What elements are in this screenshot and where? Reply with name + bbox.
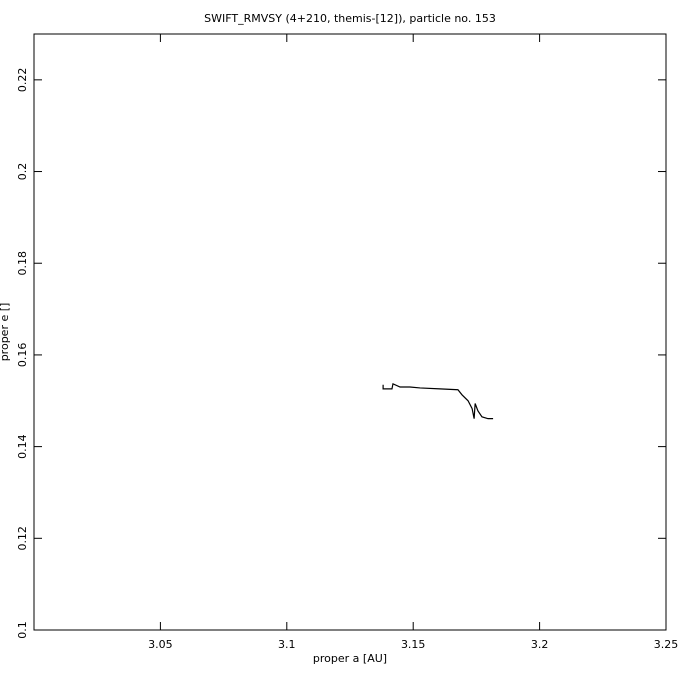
x-tick-label: 3.15 <box>401 638 426 651</box>
y-tick-label: 0.2 <box>16 163 29 181</box>
data-line <box>382 382 494 420</box>
y-tick-label: 0.16 <box>16 343 29 368</box>
y-tick-label: 0.1 <box>16 621 29 639</box>
y-tick-label: 0.18 <box>16 251 29 276</box>
y-tick-label: 0.22 <box>16 68 29 93</box>
y-tick-label: 0.14 <box>16 434 29 459</box>
x-tick-label: 3.05 <box>148 638 173 651</box>
chart-title: SWIFT_RMVSY (4+210, themis-[12]), partic… <box>204 12 496 25</box>
plot-frame <box>33 33 667 631</box>
y-tick-label: 0.12 <box>16 526 29 551</box>
x-tick-label: 3.1 <box>278 638 296 651</box>
x-axis-label: proper a [AU] <box>313 652 387 665</box>
y-axis-label: proper e [] <box>0 303 11 362</box>
x-tick-label: 3.25 <box>654 638 679 651</box>
x-tick-label: 3.2 <box>531 638 549 651</box>
